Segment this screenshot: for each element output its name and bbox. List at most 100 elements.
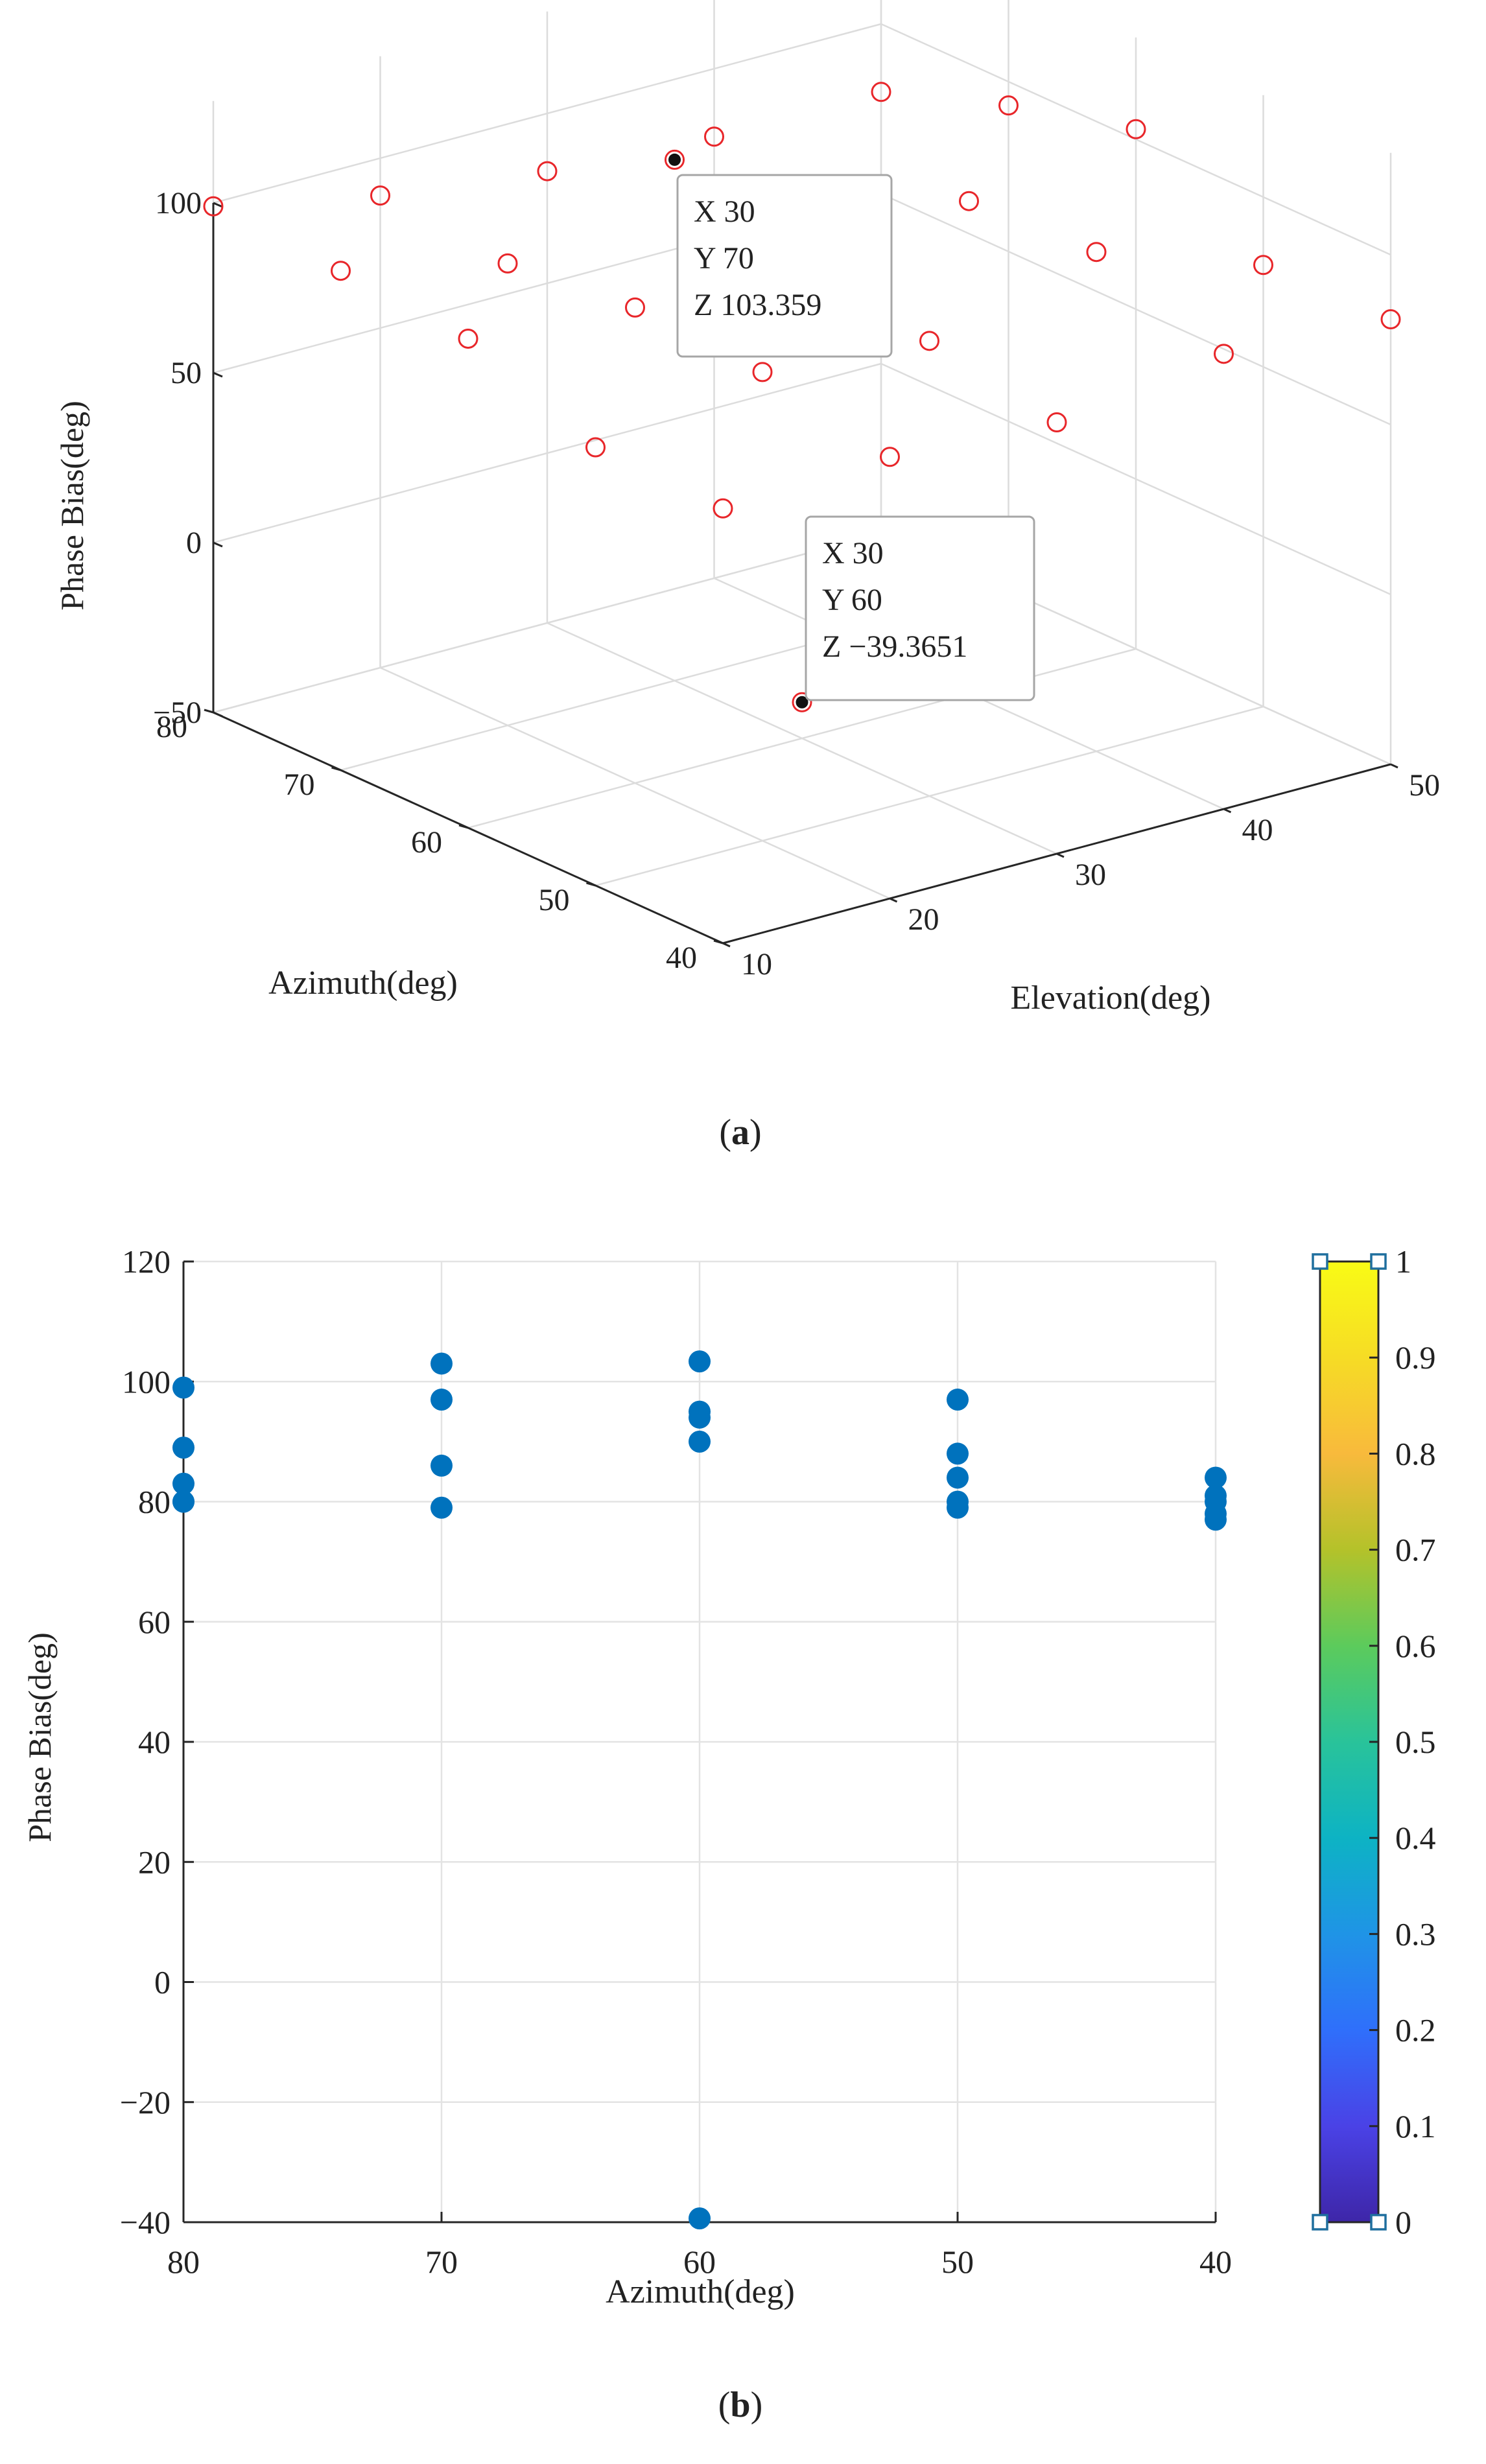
floor-grid-line: [595, 705, 1264, 887]
scatter-point: [172, 1437, 195, 1459]
z-tick: [213, 202, 223, 208]
back-wall-grid-line: [213, 362, 882, 544]
side-wall-grid-line: [880, 23, 1391, 256]
colorbar-tick-label: 0.8: [1395, 1435, 1436, 1472]
datatip-text: Y 70: [694, 241, 754, 276]
datatip-text: Z 103.359: [694, 288, 821, 322]
datatip-text: X 30: [694, 194, 755, 229]
scatter-point-3d: [998, 95, 1019, 116]
scatter-point-3d: [752, 362, 773, 382]
colorbar-tick-label: 0.5: [1395, 1724, 1436, 1760]
scatter-point: [172, 1472, 195, 1495]
y-tick-label: 50: [539, 883, 570, 917]
colorbar-tick-label: 0.4: [1395, 1820, 1436, 1856]
panel-b-label: (b): [718, 2385, 762, 2425]
scatter-point: [689, 1406, 711, 1429]
panel-b-xlabel: Azimuth(deg): [606, 2273, 795, 2310]
datatip-text: Y 60: [822, 583, 882, 617]
y-tick-label: 100: [122, 1363, 171, 1400]
datatip-box: [676, 174, 893, 358]
y-tick-label: −40: [120, 2204, 171, 2240]
colorbar-tick-label: 0: [1395, 2204, 1411, 2240]
scatter-point-3d: [792, 692, 812, 712]
y-tick: [458, 824, 469, 829]
panel-a-datatips: X 30 Y 70 Z 103.359 X 30 Y 60 Z −39.3651: [666, 151, 1035, 710]
scatter-point-3d: [871, 82, 891, 102]
panel-a-ylabel: Azimuth(deg): [268, 965, 458, 1002]
scatter-point-3d: [370, 185, 390, 206]
colorbar-tick-label: 0.9: [1395, 1339, 1436, 1376]
scatter-point-3d: [1253, 255, 1273, 276]
panel-a-label: (a): [719, 1112, 761, 1153]
colorbar-resize-handle[interactable]: [1370, 1253, 1387, 1270]
floor-grid-line: [467, 648, 1137, 829]
panel-b-data-points: [172, 1350, 1227, 2230]
panel-b-colorbar: 0 0.1 0.2 0.3 0.4 0.5 0.6 0.7 0.8 0.9 1: [1312, 1243, 1436, 2240]
panel-a-zlabel: Phase Bias(deg): [54, 401, 90, 611]
colorbar-tick-label: 0.3: [1395, 1916, 1436, 1952]
x-tick-label: 20: [908, 902, 939, 937]
panel-a-tick-labels: 10 20 30 40 50 40 50 60 70 80−50 0 50 100: [153, 186, 1440, 981]
scatter-point: [430, 1496, 453, 1519]
y-tick-label: 80: [138, 1484, 171, 1520]
colorbar-resize-handle[interactable]: [1312, 1253, 1328, 1270]
scatter-point: [689, 2207, 711, 2230]
z-tick: [213, 371, 223, 378]
panel-b-tick-labels: 80 70 60 50 40 −40 −20 0 20 40 60 80 100 120: [120, 1243, 1232, 2280]
x-tick: [1056, 852, 1065, 858]
y-tick-label: 0: [154, 1964, 171, 2001]
x-tick: [889, 897, 898, 903]
scatter-point: [430, 1389, 453, 1411]
y-tick-label: 80: [156, 710, 187, 744]
scatter-point-3d: [585, 437, 606, 458]
scatter-point: [172, 1376, 195, 1399]
scatter-point-3d: [458, 328, 478, 349]
y-tick-label: 60: [411, 825, 442, 860]
scatter-point: [430, 1352, 453, 1375]
scatter-point-3d: [919, 331, 939, 351]
side-wall-grid-line: [880, 193, 1391, 426]
x-tick: [1390, 763, 1398, 769]
z-tick: [213, 711, 223, 718]
z-tick-label: 50: [171, 356, 202, 390]
scatter-point: [1205, 1508, 1227, 1531]
x-tick-label: 70: [425, 2244, 458, 2280]
scatter-point-3d: [880, 447, 900, 467]
scatter-point-3d: [1046, 412, 1067, 433]
x-tick-label: 50: [1409, 768, 1440, 803]
scatter-point: [689, 1350, 711, 1373]
y-tick-label: 20: [138, 1844, 171, 1880]
scatter-point: [947, 1466, 969, 1489]
datatip-marker: [794, 694, 810, 710]
colorbar-resize-handle[interactable]: [1370, 2214, 1387, 2231]
y-tick-label: 70: [284, 768, 315, 802]
scatter-point-3d: [704, 126, 724, 147]
colorbar-resize-handle[interactable]: [1312, 2214, 1328, 2231]
panel-a-data-points: [203, 82, 1401, 712]
scatter-point-3d: [1380, 309, 1401, 330]
datatip-box: [805, 515, 1035, 701]
y-tick: [204, 709, 214, 714]
z-tick-label: −50: [153, 696, 202, 730]
panel-b-ylabel: Phase Bias(deg): [21, 1632, 58, 1842]
panel-a-xlabel: Elevation(deg): [1011, 980, 1211, 1016]
y-tick: [713, 939, 724, 945]
x-tick-label: 40: [1199, 2244, 1232, 2280]
datatip-text: X 30: [822, 536, 884, 570]
z-tick: [213, 541, 223, 548]
back-wall-grid-line: [213, 23, 882, 204]
x-tick-label: 60: [683, 2244, 716, 2280]
scatter-point: [947, 1389, 969, 1411]
y-tick-label: 40: [666, 941, 697, 975]
colorbar-tick-label: 0.7: [1395, 1532, 1436, 1568]
scatter-point: [947, 1442, 969, 1465]
y-tick-label: 40: [138, 1724, 171, 1760]
panel-b-2d-scatter: 80 70 60 50 40 −40 −20 0 20 40 60 80 100 120 Phase Bi…: [21, 1243, 1436, 2425]
back-wall-grid-line: [213, 532, 882, 714]
scatter-point-3d: [713, 498, 733, 519]
x-tick-label: 50: [941, 2244, 974, 2280]
z-tick-label: 0: [186, 526, 202, 560]
scatter-point-3d: [1214, 344, 1234, 364]
colorbar-tick-label: 0.6: [1395, 1628, 1436, 1664]
colorbar-tick-label: 1: [1395, 1243, 1411, 1280]
